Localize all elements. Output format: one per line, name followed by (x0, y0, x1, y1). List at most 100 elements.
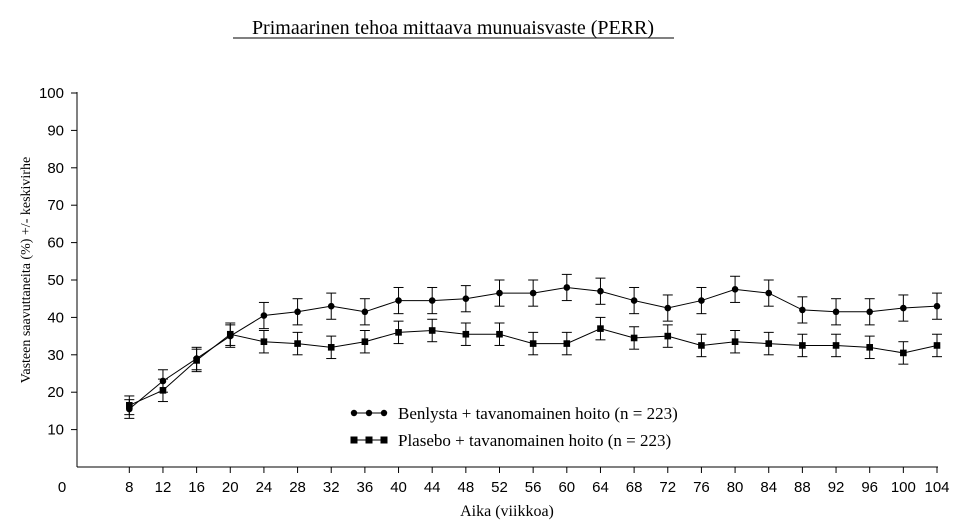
data-point-circle (664, 304, 672, 312)
legend-marker-square-icon (380, 436, 388, 444)
y-tick-label: 40 (47, 309, 64, 326)
y-tick-label: 90 (47, 122, 64, 139)
x-tick-label: 64 (592, 479, 609, 496)
data-point-circle (327, 302, 335, 310)
data-point-circle (597, 287, 604, 295)
data-point-square (327, 344, 335, 351)
data-point-circle (563, 284, 571, 291)
x-tick-label: 48 (458, 479, 475, 496)
y-tick-label: 20 (47, 384, 64, 401)
data-point-square (496, 330, 503, 338)
x-tick-label: 68 (626, 479, 643, 496)
legend-item-benlysta: Benlysta + tavanomainen hoito (n = 223) (350, 404, 678, 423)
data-point-square (664, 332, 672, 340)
data-point-circle (866, 308, 873, 316)
data-point-circle (832, 308, 840, 316)
x-tick-label: 32 (323, 479, 340, 496)
data-point-square (126, 401, 133, 409)
legend: Benlysta + tavanomainen hoito (n = 223) … (350, 404, 678, 450)
data-point-square (294, 340, 301, 347)
x-tick-label: 80 (727, 479, 744, 496)
x-tick-label: 96 (861, 479, 878, 496)
x-tick-label: 56 (525, 479, 542, 496)
x-tick-label: 0 (58, 479, 66, 496)
x-tick-label: 40 (390, 479, 407, 496)
y-ticks: 10 20 30 40 50 60 70 80 90 100 (39, 85, 77, 439)
legend-label-benlysta: Benlysta + tavanomainen hoito (n = 223) (398, 404, 678, 423)
y-tick-label: 70 (47, 197, 64, 214)
legend-item-plasebo: Plasebo + tavanomainen hoito (n = 223) (350, 431, 671, 450)
x-tick-label: 44 (424, 479, 441, 496)
x-tick-label: 92 (828, 479, 845, 496)
series-layer (124, 273, 942, 419)
data-point-circle (799, 306, 806, 314)
x-tick-label: 12 (155, 479, 172, 496)
data-point-circle (294, 308, 301, 316)
x-tick-label: 20 (222, 479, 239, 496)
data-point-square (563, 340, 571, 347)
x-tick-label: 24 (256, 479, 273, 496)
legend-marker-square-icon (365, 436, 373, 444)
data-point-square (933, 342, 941, 349)
legend-marker-circle-icon (350, 409, 358, 417)
legend-marker-circle-icon (380, 409, 388, 417)
x-tick-label: 72 (659, 479, 676, 496)
x-ticks: 0 8 12 16 20 24 28 32 36 40 44 48 52 56 60 64 68 72 76 80 84… (58, 467, 950, 496)
data-point-circle (630, 297, 638, 304)
data-point-circle (731, 286, 739, 293)
data-point-circle (933, 302, 941, 310)
data-point-circle (496, 289, 503, 297)
x-tick-label: 84 (760, 479, 777, 496)
x-tick-label: 76 (693, 479, 710, 496)
data-point-square (832, 342, 840, 349)
x-tick-label: 36 (357, 479, 374, 496)
x-tick-label: 16 (188, 479, 205, 496)
data-point-square (462, 330, 470, 338)
y-tick-label: 60 (47, 235, 64, 252)
chart-title: Primaarinen tehoa mittaava munuaisvaste … (252, 17, 654, 39)
y-axis-label: Vasteen saavuttaneita (%) +/- keskivirhe (19, 157, 34, 383)
data-point-square (361, 338, 369, 346)
data-point-square (630, 334, 638, 342)
data-point-circle (765, 289, 773, 297)
data-point-square (597, 325, 604, 332)
x-tick-label: 60 (558, 479, 575, 496)
data-point-square (698, 342, 705, 349)
legend-marker-square-icon (350, 436, 358, 444)
data-point-circle (260, 312, 268, 319)
y-tick-label: 30 (47, 347, 64, 364)
data-point-square (529, 340, 537, 347)
x-tick-label: 104 (924, 479, 949, 496)
data-point-square (226, 330, 234, 338)
legend-marker-circle-icon (365, 409, 373, 417)
x-tick-label: 28 (289, 479, 306, 496)
x-tick-label: 88 (794, 479, 811, 496)
data-point-square (428, 327, 436, 334)
series-plasebo (124, 316, 942, 416)
x-tick-label: 52 (491, 479, 508, 496)
y-tick-label: 100 (39, 85, 64, 102)
y-tick-label: 80 (47, 160, 64, 177)
data-point-square (395, 329, 402, 336)
data-point-square (799, 342, 806, 349)
data-point-circle (529, 289, 537, 297)
data-point-circle (395, 297, 402, 304)
data-point-square (900, 349, 907, 357)
legend-label-plasebo: Plasebo + tavanomainen hoito (n = 223) (398, 431, 671, 450)
data-point-square (866, 344, 873, 351)
data-point-circle (428, 297, 436, 304)
data-point-circle (900, 304, 907, 312)
series-benlysta (124, 273, 942, 419)
y-tick-label: 50 (47, 272, 64, 289)
x-axis-label: Aika (viikkoa) (460, 503, 554, 520)
data-point-square (260, 338, 268, 346)
data-point-square (159, 387, 167, 394)
x-tick-label: 100 (891, 479, 916, 496)
data-point-square (731, 338, 739, 346)
data-point-circle (698, 297, 705, 304)
x-tick-label: 8 (125, 479, 133, 496)
y-tick-label: 10 (47, 422, 64, 439)
data-point-square (193, 357, 200, 364)
data-point-circle (361, 308, 369, 316)
